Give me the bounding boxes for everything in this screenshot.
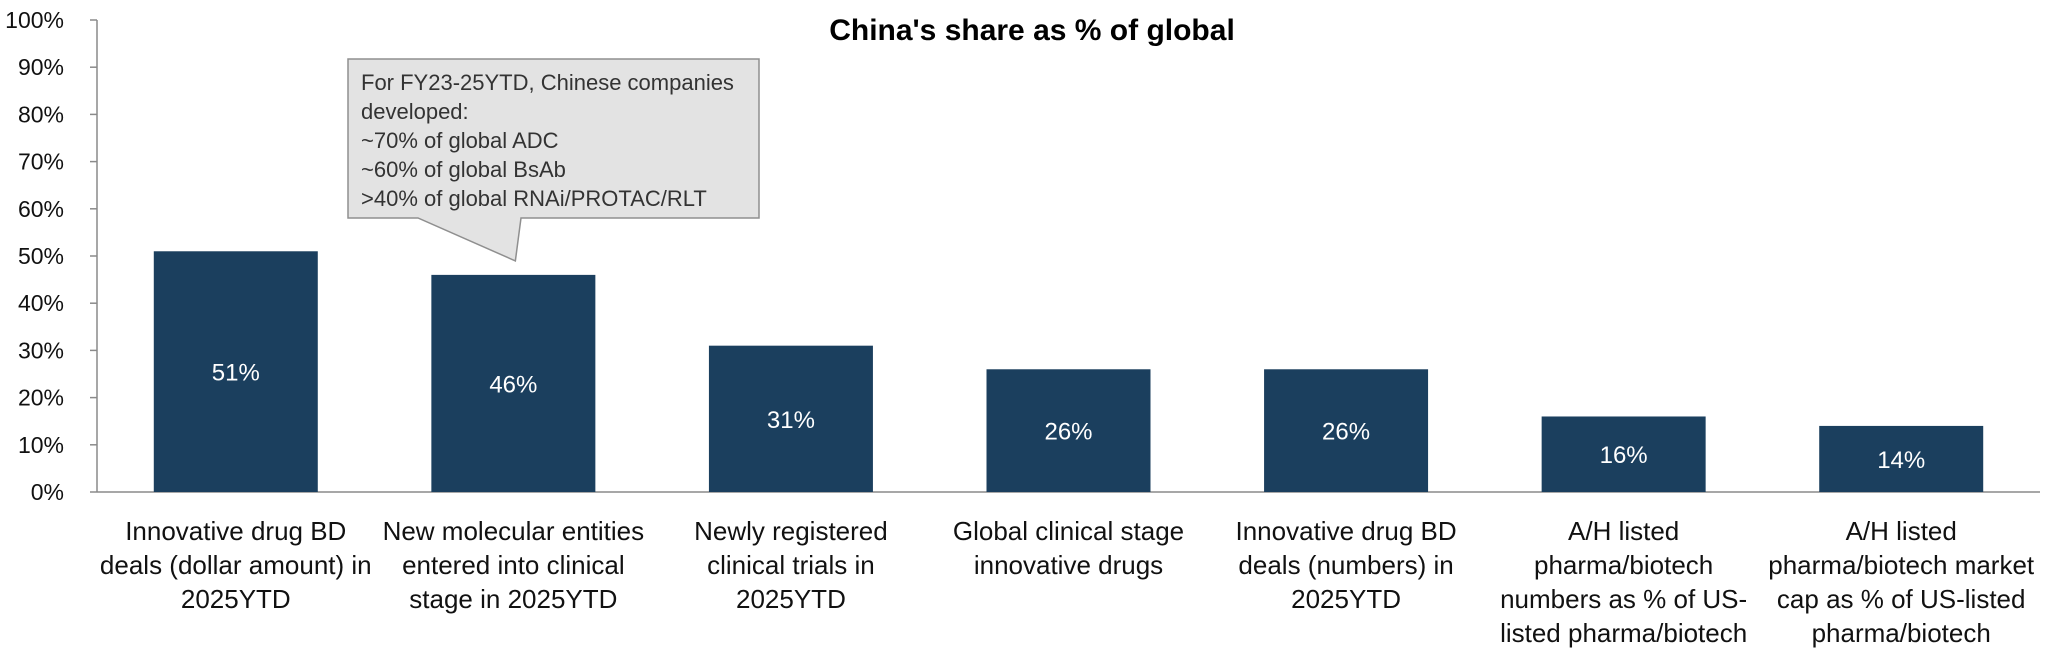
bars-group <box>153 251 1984 492</box>
y-tick-label: 80% <box>18 101 64 127</box>
bar-value-label: 14% <box>1877 447 1925 474</box>
callout-text-line: developed: <box>361 99 469 124</box>
y-tick-label: 100% <box>5 7 64 33</box>
callout-text-line: ~70% of global ADC <box>361 128 559 153</box>
category-label: A/H listed pharma/biotech numbers as % of … <box>1500 516 1747 648</box>
category-label: Innovative drug BD deals (dollar amount) … <box>100 516 372 614</box>
y-tick-label: 40% <box>18 290 64 316</box>
category-label: New molecular entities entered into clini… <box>383 516 645 614</box>
category-label: Global clinical stage innovative drugs <box>953 516 1184 580</box>
y-tick-label: 90% <box>18 54 64 80</box>
value-labels-group: 51% 46% 31% 26% 26% 16% 14% <box>212 360 1925 474</box>
callout-text-line: For FY23-25YTD, Chinese companies <box>361 70 734 95</box>
callout-box <box>347 58 760 262</box>
chart-title: China's share as % of global <box>829 14 1235 47</box>
y-tick-label: 0% <box>31 479 64 505</box>
y-tick-label: 60% <box>18 196 64 222</box>
bar-value-label: 46% <box>489 371 537 398</box>
category-label: Innovative drug BD deals (numbers) in 2025… <box>1236 516 1457 614</box>
callout-text-line: >40% of global RNAi/PROTAC/RLT <box>361 186 707 211</box>
bar <box>1541 416 1706 492</box>
bar-value-label: 26% <box>1044 419 1092 446</box>
y-tick-label: 20% <box>18 385 64 411</box>
y-tick-label: 10% <box>18 432 64 458</box>
category-labels-group: Innovative drug BD deals (dollar amount) … <box>100 516 2035 648</box>
bar-value-label: 16% <box>1600 442 1648 469</box>
y-axis: 0% 10% 20% 30% 40% 50% 60% 70% 80% 90% 100% <box>5 7 98 505</box>
bar <box>1264 369 1429 492</box>
callout-text-line: ~60% of global BsAb <box>361 157 566 182</box>
annotation-callout: For FY23-25YTD, Chinese companies develop… <box>347 58 760 262</box>
bar <box>1819 425 1984 492</box>
category-label: Newly registered clinical trials in 2025YT… <box>694 516 888 614</box>
category-label: A/H listed pharma/biotech market cap as % … <box>1768 516 2035 648</box>
bar <box>708 345 873 492</box>
bar-value-label: 26% <box>1322 419 1370 446</box>
bar <box>431 274 596 492</box>
bar-value-label: 31% <box>767 407 815 434</box>
bar-value-label: 51% <box>212 360 260 387</box>
y-tick-label: 70% <box>18 149 64 175</box>
y-tick-label: 50% <box>18 243 64 269</box>
bar <box>986 369 1151 492</box>
y-tick-label: 30% <box>18 337 64 363</box>
bar <box>153 251 318 492</box>
